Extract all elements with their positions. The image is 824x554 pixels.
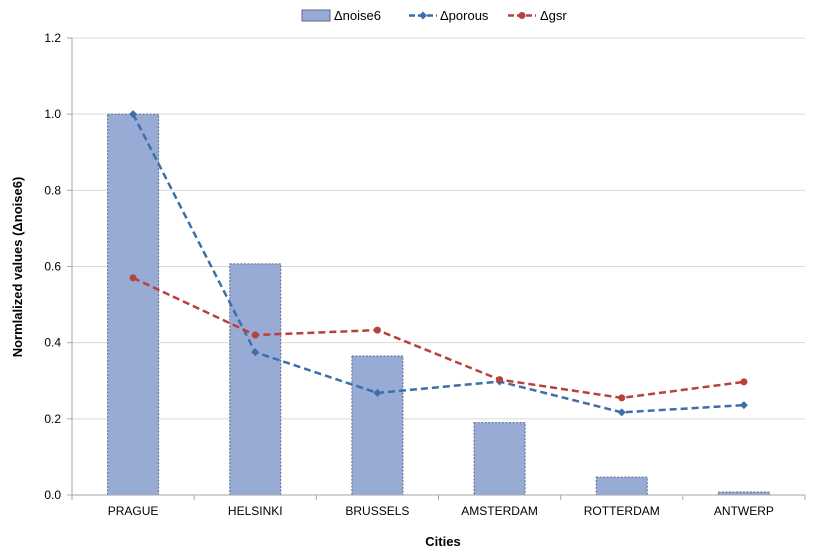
- bar: [351, 355, 404, 496]
- tick-labels: 0.0 0.2 0.4 0.6 0.8 1.0 1.2 PRAGUE HELSINKI BRUSS…: [44, 31, 774, 518]
- legend-label-porous: Δporous: [440, 8, 489, 23]
- x-tick-label: AMSTERDAM: [461, 504, 538, 518]
- bar-series-noise6: [107, 113, 770, 496]
- x-tick-label: HELSINKI: [228, 504, 283, 518]
- gsr-point: [373, 326, 381, 334]
- bar: [473, 422, 526, 496]
- x-tick-label: PRAGUE: [108, 504, 159, 518]
- bar: [717, 491, 770, 496]
- bar: [107, 113, 160, 496]
- porous-point: [251, 348, 260, 357]
- porous-point: [617, 408, 626, 417]
- x-tick-label: BRUSSELS: [345, 504, 409, 518]
- bar: [229, 263, 282, 496]
- porous-point: [739, 401, 748, 410]
- y-axis-title: Normlalized values (Δnoise6): [10, 177, 25, 358]
- gsr-point: [740, 378, 748, 386]
- porous-point: [129, 110, 138, 119]
- gsr-point: [251, 331, 259, 339]
- legend: Δnoise6 Δporous Δgsr: [301, 8, 567, 23]
- x-tick-label: ANTWERP: [714, 504, 774, 518]
- line-series: [129, 110, 748, 417]
- axes: [67, 37, 806, 500]
- legend-marker-gsr: [518, 12, 526, 19]
- gsr-point: [496, 376, 504, 384]
- gsr-point: [129, 274, 137, 282]
- legend-marker-porous: [419, 11, 427, 20]
- porous-line: [131, 113, 744, 414]
- x-axis-title: Cities: [425, 534, 460, 549]
- x-tick-label: ROTTERDAM: [584, 504, 660, 518]
- bar: [595, 476, 648, 496]
- y-tick-label: 0.4: [44, 336, 61, 350]
- legend-swatch-noise6: [301, 9, 331, 22]
- y-tick-label: 1.0: [44, 107, 61, 121]
- legend-label-gsr: Δgsr: [540, 8, 567, 23]
- y-tick-label: 0.0: [44, 488, 61, 502]
- legend-label-noise6: Δnoise6: [334, 8, 381, 23]
- gsr-point: [618, 394, 626, 402]
- y-tick-label: 0.2: [44, 412, 61, 426]
- y-tick-label: 1.2: [44, 31, 61, 45]
- porous-point: [373, 388, 382, 397]
- y-tick-label: 0.6: [44, 260, 61, 274]
- gridlines: [72, 37, 805, 420]
- y-tick-label: 0.8: [44, 183, 61, 197]
- gsr-line: [132, 276, 745, 400]
